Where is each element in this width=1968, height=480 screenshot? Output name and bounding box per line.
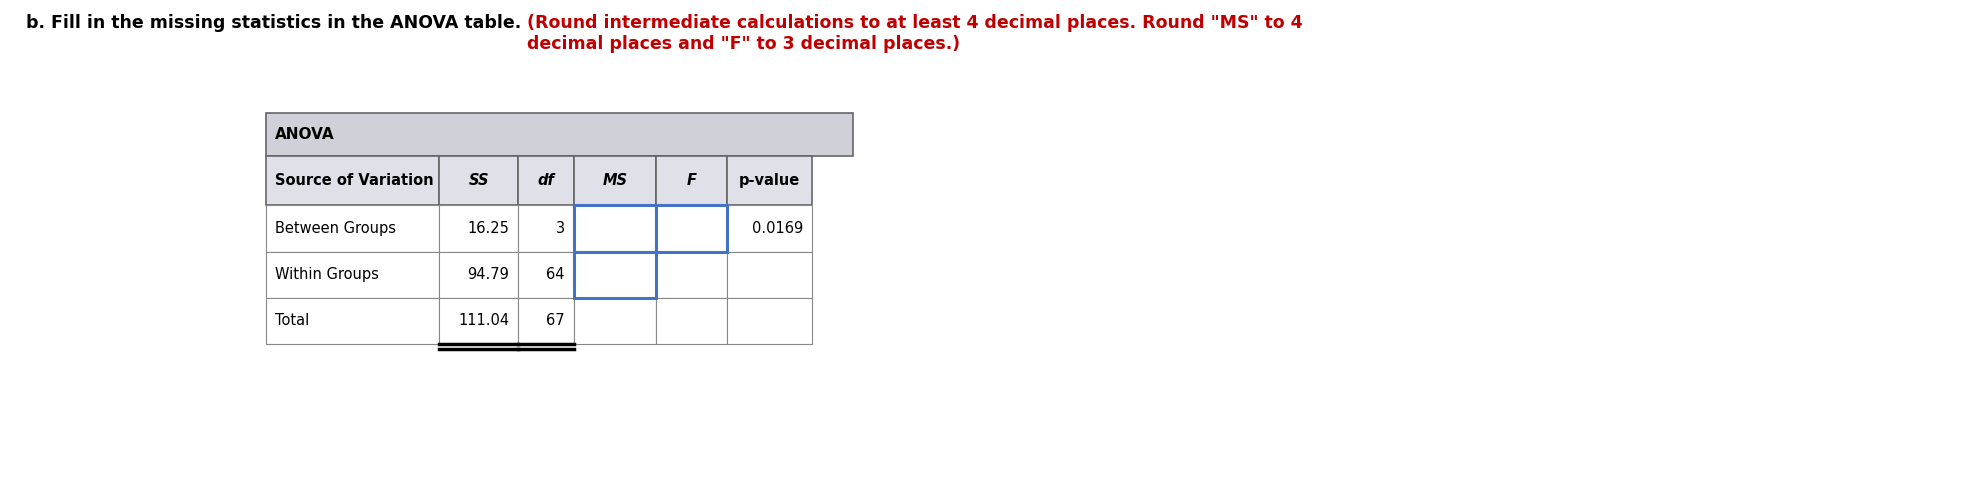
Bar (575, 252, 655, 298)
Bar (575, 205, 655, 252)
Bar (518, 205, 575, 252)
Bar (518, 298, 575, 344)
Bar (439, 205, 518, 252)
Text: Total: Total (276, 313, 309, 328)
Bar (439, 252, 518, 298)
Bar (655, 298, 726, 344)
Text: p-value: p-value (738, 173, 799, 188)
Bar (655, 252, 726, 298)
Bar (575, 298, 655, 344)
Text: 111.04: 111.04 (459, 313, 510, 328)
Bar (575, 205, 655, 252)
Text: b. Fill in the missing statistics in the ANOVA table.: b. Fill in the missing statistics in the… (26, 14, 527, 33)
Bar (266, 298, 439, 344)
Text: 3: 3 (555, 221, 565, 236)
Bar (518, 252, 575, 298)
Text: Within Groups: Within Groups (276, 267, 380, 282)
Text: 94.79: 94.79 (466, 267, 510, 282)
Bar (439, 156, 518, 205)
Text: 16.25: 16.25 (466, 221, 510, 236)
Bar (266, 156, 439, 205)
Text: F: F (687, 173, 697, 188)
Text: ANOVA: ANOVA (276, 127, 335, 142)
Bar (726, 156, 813, 205)
Text: 0.0169: 0.0169 (752, 221, 803, 236)
Bar (726, 298, 813, 344)
Text: SS: SS (468, 173, 488, 188)
Text: Source of Variation: Source of Variation (276, 173, 433, 188)
Text: df: df (537, 173, 555, 188)
Bar (518, 156, 575, 205)
Bar (726, 252, 813, 298)
Bar (655, 205, 726, 252)
Text: Between Groups: Between Groups (276, 221, 396, 236)
Bar (266, 252, 439, 298)
Text: (Round intermediate calculations to at least 4 decimal places. Round "MS" to 4
d: (Round intermediate calculations to at l… (527, 14, 1303, 53)
Text: 64: 64 (547, 267, 565, 282)
Text: 67: 67 (547, 313, 565, 328)
Text: MS: MS (602, 173, 628, 188)
Bar (655, 205, 726, 252)
Bar (266, 113, 852, 156)
Bar (655, 156, 726, 205)
Bar (439, 298, 518, 344)
Bar (575, 252, 655, 298)
Bar (726, 205, 813, 252)
Bar (575, 156, 655, 205)
Bar (266, 205, 439, 252)
